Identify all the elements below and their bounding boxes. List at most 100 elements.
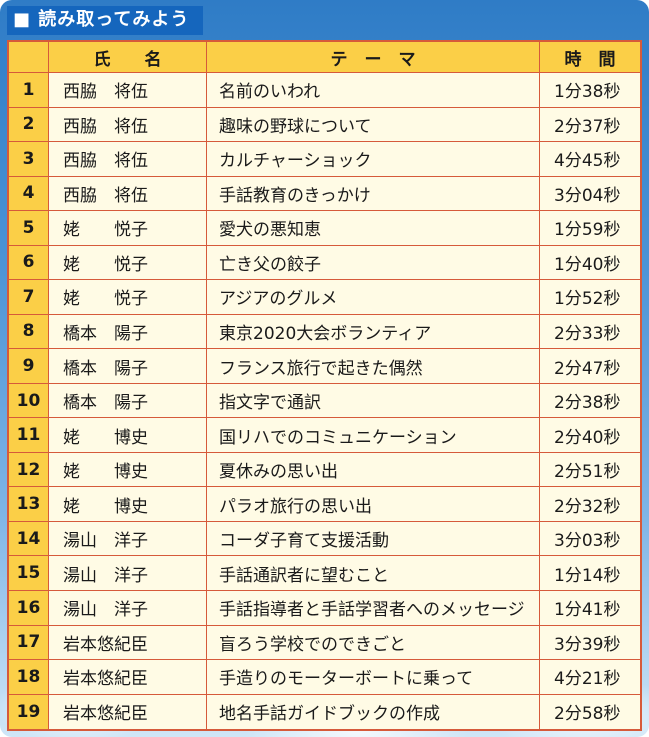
time-cell: 3分39秒 xyxy=(540,626,640,661)
theme-cell: 手話通訳者に望むこと xyxy=(207,556,540,591)
name-cell: 岩本悠紀臣 xyxy=(49,625,207,661)
theme-cell: アジアのグルメ xyxy=(207,280,540,315)
name-cell: 湯山 洋子 xyxy=(49,590,207,626)
table-row: 19 岩本悠紀臣 地名手話ガイドブックの作成 2分58秒 xyxy=(9,694,640,730)
time-cell: 1分40秒 xyxy=(540,246,640,281)
row-number-cell: 15 xyxy=(9,556,49,591)
name-cell: 西脇 将伍 xyxy=(49,107,207,143)
table-row: 18 岩本悠紀臣 手造りのモーターボートに乗って 4分21秒 xyxy=(9,660,640,695)
theme-cell: 趣味の野球について xyxy=(207,107,540,143)
time-cell: 2分33秒 xyxy=(540,315,640,350)
time-cell: 2分40秒 xyxy=(540,418,640,453)
theme-cell: 国リハでのコミュニケーション xyxy=(207,418,540,453)
row-number-cell: 4 xyxy=(9,176,49,212)
name-cell: 西脇 将伍 xyxy=(49,73,207,108)
row-number-cell: 1 xyxy=(9,73,49,108)
time-cell: 1分59秒 xyxy=(540,211,640,246)
table-row: 2 西脇 将伍 趣味の野球について 2分37秒 xyxy=(9,107,640,143)
row-number-cell: 11 xyxy=(9,418,49,453)
name-cell: 岩本悠紀臣 xyxy=(49,694,207,730)
theme-cell: 夏休みの思い出 xyxy=(207,452,540,488)
name-cell: 姥 博史 xyxy=(49,487,207,522)
table-row: 8 橋本 陽子 東京2020大会ボランティア 2分33秒 xyxy=(9,314,640,350)
time-cell: 3分04秒 xyxy=(540,177,640,212)
name-cell: 橋本 陽子 xyxy=(49,383,207,419)
table-row: 1 西脇 将伍 名前のいわれ 1分38秒 xyxy=(9,73,640,108)
time-cell: 1分38秒 xyxy=(540,73,640,108)
table-row: 12 姥 博史 夏休みの思い出 2分51秒 xyxy=(9,452,640,488)
header-number-cell xyxy=(9,42,49,73)
row-number-cell: 5 xyxy=(9,211,49,246)
row-number-cell: 9 xyxy=(9,349,49,384)
theme-cell: フランス旅行で起きた偶然 xyxy=(207,349,540,384)
name-cell: 岩本悠紀臣 xyxy=(49,660,207,695)
theme-cell: 地名手話ガイドブックの作成 xyxy=(207,694,540,730)
theme-cell: コーダ子育て支援活動 xyxy=(207,521,540,557)
row-number-cell: 6 xyxy=(9,245,49,281)
time-cell: 2分58秒 xyxy=(554,704,621,725)
theme-cell: 盲ろう学校でのできごと xyxy=(207,625,540,661)
theme-cell: カルチャーショック xyxy=(207,142,540,177)
time-cell: 1分52秒 xyxy=(540,280,640,315)
time-cell: 3分03秒 xyxy=(540,522,640,557)
time-cell: 2分32秒 xyxy=(540,487,640,522)
row-number-cell: 10 xyxy=(9,383,49,419)
row-number-cell: 18 xyxy=(9,660,49,695)
theme-cell: 名前のいわれ xyxy=(207,73,540,108)
name-cell: 湯山 洋子 xyxy=(49,521,207,557)
time-cell: 4分21秒 xyxy=(540,660,640,695)
row-number-cell: 14 xyxy=(9,521,49,557)
table-row: 3 西脇 将伍 カルチャーショック 4分45秒 xyxy=(9,142,640,177)
theme-cell: 指文字で通訳 xyxy=(207,383,540,419)
table-row: 17 岩本悠紀臣 盲ろう学校でのできごと 3分39秒 xyxy=(9,625,640,661)
name-cell: 西脇 将伍 xyxy=(49,176,207,212)
theme-cell: パラオ旅行の思い出 xyxy=(207,487,540,522)
row-number-cell: 3 xyxy=(9,142,49,177)
table-row: 4 西脇 将伍 手話教育のきっかけ 3分04秒 xyxy=(9,176,640,212)
name-cell: 姥 悦子 xyxy=(49,211,207,246)
time-cell: 1分14秒 xyxy=(540,556,640,591)
name-cell: 姥 悦子 xyxy=(49,280,207,315)
time-cell: 1分41秒 xyxy=(540,591,640,626)
name-cell: 西脇 将伍 xyxy=(49,142,207,177)
header-name-cell: 氏 名 xyxy=(49,42,207,73)
time-cell: 2分37秒 xyxy=(540,108,640,143)
row-number-cell: 2 xyxy=(9,107,49,143)
reading-table: 氏 名 テ ー マ 時 間 1 西脇 将伍 名前のいわれ 1分38秒 2 西脇 … xyxy=(7,40,642,731)
table-row: 10 橋本 陽子 指文字で通訳 2分38秒 xyxy=(9,383,640,419)
name-cell: 橋本 陽子 xyxy=(49,314,207,350)
name-cell: 姥 悦子 xyxy=(49,245,207,281)
table-row: 15 湯山 洋子 手話通訳者に望むこと 1分14秒 xyxy=(9,556,640,591)
name-cell: 湯山 洋子 xyxy=(49,556,207,591)
row-number-cell: 8 xyxy=(9,314,49,350)
row-number-cell: 19 xyxy=(9,694,49,730)
theme-cell: 亡き父の餃子 xyxy=(207,245,540,281)
table-row: 11 姥 博史 国リハでのコミュニケーション 2分40秒 xyxy=(9,418,640,453)
name-cell: 姥 博史 xyxy=(49,418,207,453)
table-row: 14 湯山 洋子 コーダ子育て支援活動 3分03秒 xyxy=(9,521,640,557)
header-time-cell: 時 間 xyxy=(540,42,640,73)
header-theme-cell: テ ー マ xyxy=(207,42,540,73)
row-number-cell: 13 xyxy=(9,487,49,522)
table-row: 13 姥 博史 パラオ旅行の思い出 2分32秒 xyxy=(9,487,640,522)
theme-cell: 手話教育のきっかけ xyxy=(207,176,540,212)
row-number-cell: 17 xyxy=(9,625,49,661)
row-number-cell: 16 xyxy=(9,590,49,626)
time-cell: 4分45秒 xyxy=(540,142,640,177)
theme-cell: 手造りのモーターボートに乗って xyxy=(207,660,540,695)
table-row: 16 湯山 洋子 手話指導者と手話学習者へのメッセージ 1分41秒 xyxy=(9,590,640,626)
time-cell: 2分38秒 xyxy=(540,384,640,419)
table-row: 9 橋本 陽子 フランス旅行で起きた偶然 2分47秒 xyxy=(9,349,640,384)
theme-cell: 東京2020大会ボランティア xyxy=(207,314,540,350)
theme-cell: 手話指導者と手話学習者へのメッセージ xyxy=(207,590,540,626)
time-cell: 2分47秒 xyxy=(540,349,640,384)
row-number-cell: 7 xyxy=(9,280,49,315)
page-title: ■ 読み取ってみよう xyxy=(7,6,204,35)
table-row: 6 姥 悦子 亡き父の餃子 1分40秒 xyxy=(9,245,640,281)
row-number-cell: 12 xyxy=(9,452,49,488)
name-cell: 橋本 陽子 xyxy=(49,349,207,384)
table-row: 7 姥 悦子 アジアのグルメ 1分52秒 xyxy=(9,280,640,315)
table-header-row: 氏 名 テ ー マ 時 間 xyxy=(9,42,640,73)
table-row: 5 姥 悦子 愛犬の悪知恵 1分59秒 xyxy=(9,211,640,246)
